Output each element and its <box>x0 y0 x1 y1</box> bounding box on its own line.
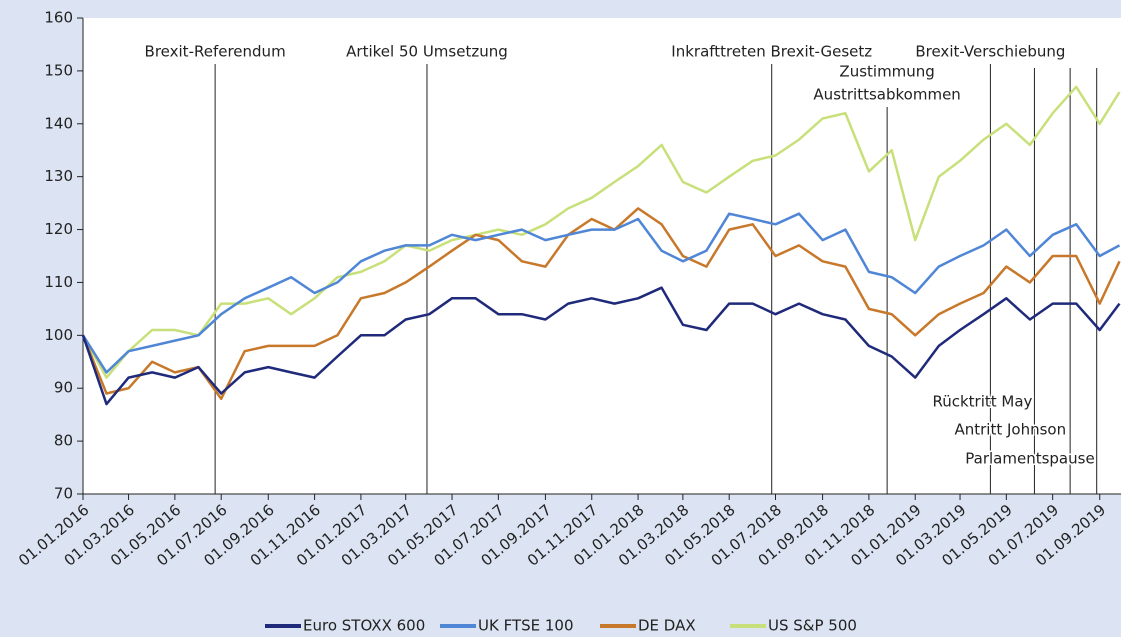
annotation-label: Austrittsabkommen <box>813 86 960 104</box>
series-line <box>81 286 1121 406</box>
y-tick-label: 120 <box>44 220 73 238</box>
annotation-label: Artikel 50 Umsetzung <box>346 43 508 61</box>
legend-label: DE DAX <box>638 617 696 635</box>
series-line <box>81 212 1121 374</box>
annotation-label: Brexit-Referendum <box>145 43 286 61</box>
series-line <box>81 85 1121 379</box>
series-line <box>81 207 1121 401</box>
legend-label: US S&P 500 <box>768 617 857 635</box>
y-tick-label: 70 <box>54 485 73 503</box>
legend-label: UK FTSE 100 <box>478 617 574 635</box>
annotation-label: Parlamentspause <box>965 450 1094 468</box>
y-tick-label: 80 <box>54 432 73 450</box>
y-tick-label: 160 <box>44 9 73 27</box>
y-tick-label: 110 <box>44 273 73 291</box>
y-tick-label: 100 <box>44 326 73 344</box>
annotation-label: Inkrafttreten Brexit-Gesetz <box>671 43 872 61</box>
plot-area <box>83 18 1121 494</box>
annotation-label: Zustimmung <box>839 63 934 81</box>
y-tick-label: 140 <box>44 114 73 132</box>
annotation-label: Rücktritt May <box>932 393 1032 411</box>
y-tick-label: 90 <box>54 379 73 397</box>
y-tick-label: 130 <box>44 167 73 185</box>
legend-label: Euro STOXX 600 <box>303 617 425 635</box>
annotation-label: Antritt Johnson <box>954 421 1066 439</box>
annotation-label: Brexit-Verschiebung <box>915 43 1065 61</box>
y-tick-label: 150 <box>44 61 73 79</box>
